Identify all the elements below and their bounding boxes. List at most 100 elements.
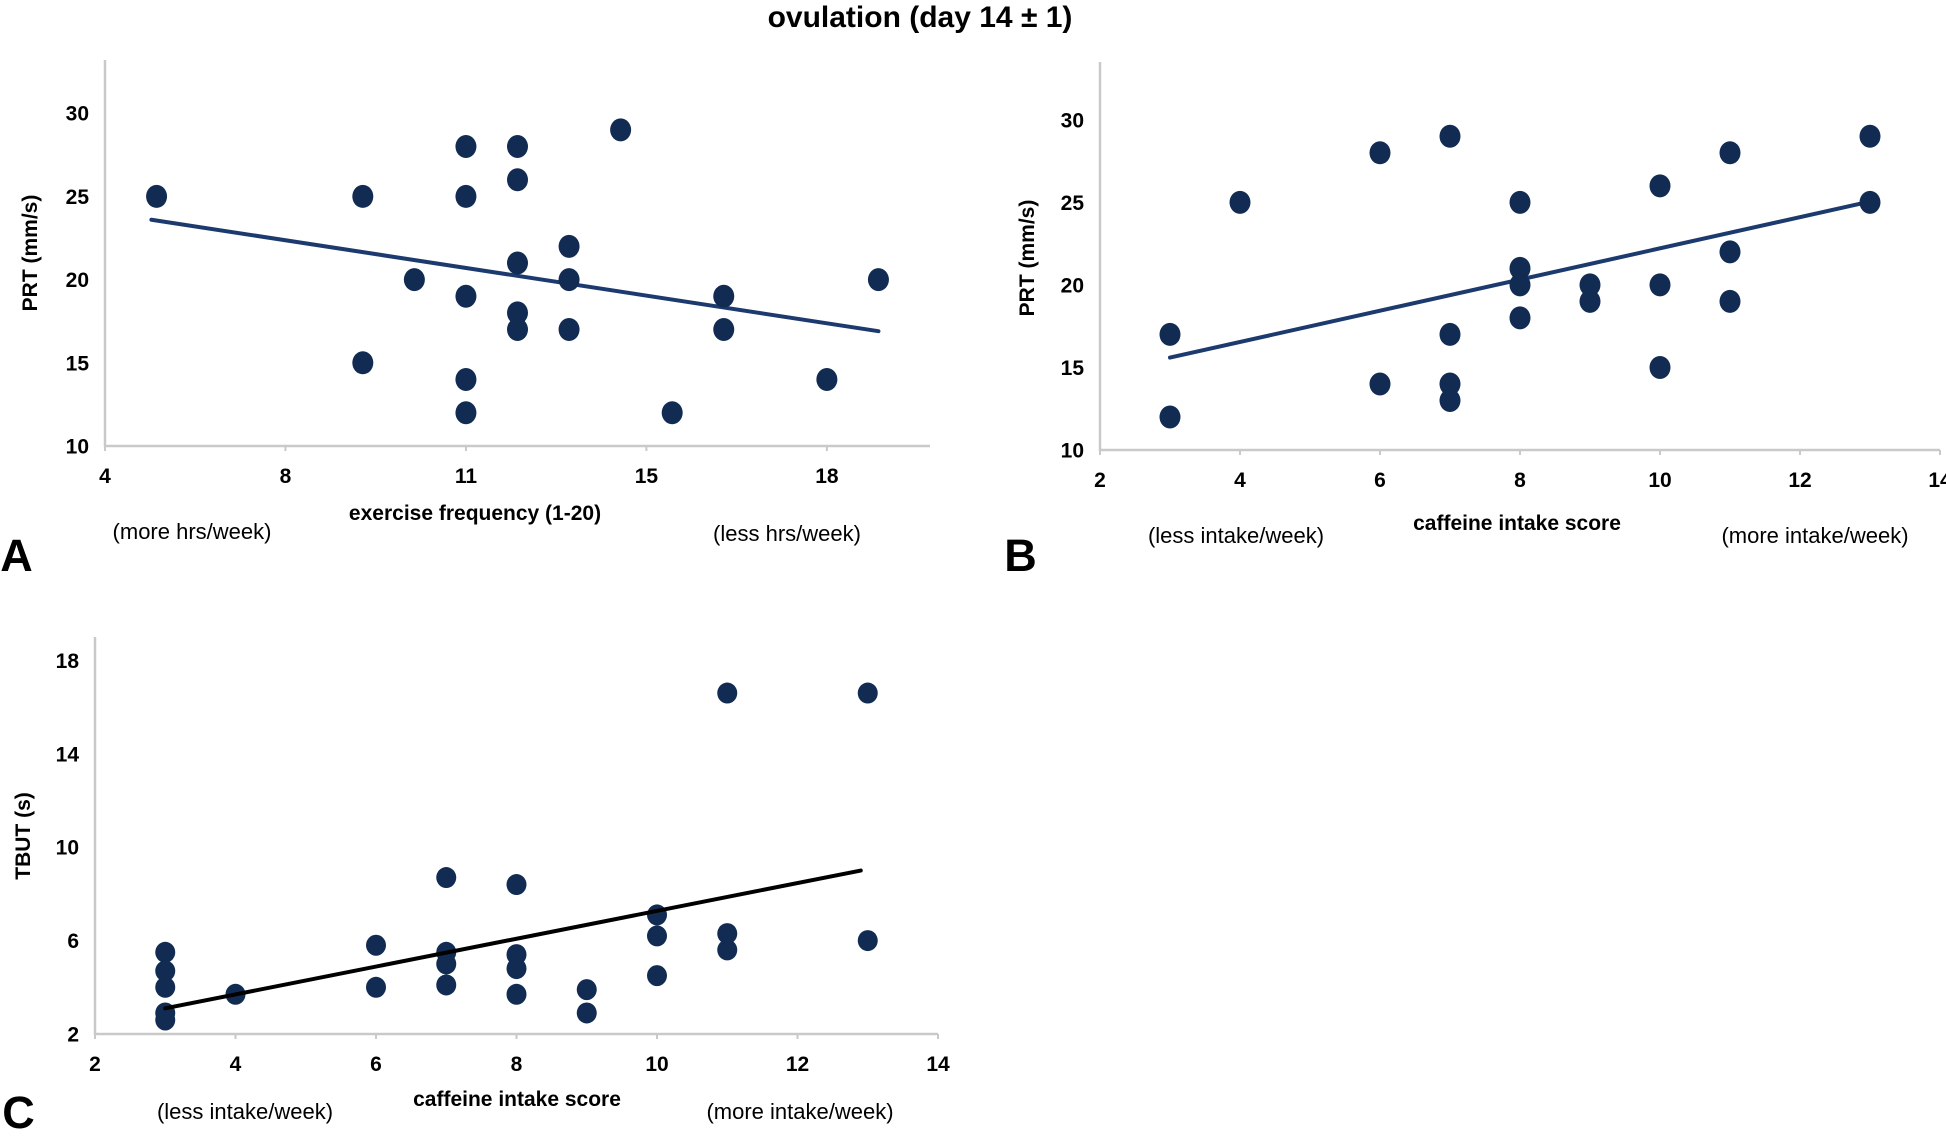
data-point <box>857 682 878 704</box>
x-tick-label: 8 <box>280 465 292 488</box>
figure-title: ovulation (day 14 ± 1) <box>767 1 1073 34</box>
x-tick-label: 12 <box>786 1053 809 1076</box>
data-point <box>1719 141 1741 165</box>
x-tick-label: 2 <box>1094 469 1106 492</box>
data-point <box>1439 322 1461 346</box>
y-tick-label: 10 <box>66 436 89 459</box>
x-tick-label: 15 <box>635 465 659 488</box>
data-point <box>1509 306 1531 330</box>
data-point <box>507 251 528 275</box>
panel-c-y-axis-title: TBUT (s) <box>12 792 35 880</box>
panel-a-right-annotation: (less hrs/week) <box>713 521 861 546</box>
data-point <box>507 135 528 159</box>
x-tick-label: 14 <box>926 1053 950 1076</box>
x-tick-label: 10 <box>1648 469 1671 492</box>
panel-b-x-axis-title: caffeine intake score <box>1413 512 1621 535</box>
data-point <box>352 184 374 208</box>
data-point <box>403 268 425 292</box>
data-point <box>506 958 527 980</box>
data-point <box>155 976 176 998</box>
data-point <box>1509 273 1531 297</box>
data-point <box>455 401 477 425</box>
data-point <box>455 284 477 308</box>
x-tick-label: 11 <box>455 465 478 488</box>
data-point <box>717 682 738 704</box>
data-point <box>576 979 597 1001</box>
x-tick-label: 8 <box>511 1053 523 1076</box>
x-tick-label: 18 <box>815 465 839 488</box>
data-point <box>1439 388 1461 412</box>
data-point <box>661 401 683 425</box>
data-point <box>436 974 457 996</box>
data-point <box>1369 372 1391 396</box>
data-point <box>507 301 528 325</box>
data-point <box>1719 289 1741 313</box>
y-tick-label: 10 <box>1061 440 1084 463</box>
x-tick-label: 4 <box>230 1053 242 1076</box>
panel-letter-c: C <box>2 1087 34 1138</box>
panel-b-left-annotation: (less intake/week) <box>1147 523 1325 548</box>
data-point <box>455 135 477 159</box>
data-point <box>1579 273 1601 297</box>
x-tick-label: 12 <box>1788 469 1811 492</box>
y-tick-label: 20 <box>1061 274 1084 297</box>
y-tick-label: 15 <box>66 352 90 375</box>
data-point <box>1159 322 1181 346</box>
data-point <box>507 318 528 342</box>
y-tick-label: 15 <box>1061 357 1085 380</box>
data-point <box>506 874 527 896</box>
panel-c-x-axis-title: caffeine intake score <box>413 1088 621 1111</box>
y-tick-label: 30 <box>1061 109 1084 132</box>
trendline <box>149 217 881 334</box>
data-point <box>1649 355 1671 379</box>
data-point <box>436 953 457 975</box>
panel-a-left-annotation: (more hrs/week) <box>112 519 272 544</box>
data-point <box>857 930 878 952</box>
panel-a-y-axis-title: PRT (mm/s) <box>19 194 42 312</box>
data-point <box>717 939 738 961</box>
data-point <box>146 184 168 208</box>
panel-c-left-annotation: (less intake/week) <box>156 1099 334 1124</box>
y-tick-label: 25 <box>66 186 90 209</box>
panel-b-right-annotation: (more intake/week) <box>1721 523 1909 548</box>
data-point <box>713 284 735 308</box>
y-tick-label: 14 <box>56 743 80 766</box>
data-point <box>366 976 386 998</box>
data-point <box>1649 273 1671 297</box>
y-tick-label: 6 <box>67 930 79 953</box>
data-point <box>717 923 738 945</box>
x-tick-label: 2 <box>89 1053 101 1076</box>
x-tick-label: 6 <box>370 1053 382 1076</box>
data-point <box>713 318 735 342</box>
data-point <box>455 184 477 208</box>
data-point <box>647 925 667 947</box>
data-point <box>558 234 580 258</box>
data-point <box>867 268 889 292</box>
x-tick-label: 10 <box>645 1053 668 1076</box>
data-point <box>1719 240 1741 264</box>
data-point <box>506 983 527 1005</box>
data-point <box>558 318 580 342</box>
data-point <box>1859 124 1881 148</box>
panel-C: 2 4 6 8 10 12 14 2 6 10 14 18 <box>56 637 950 1076</box>
data-point <box>576 1002 597 1024</box>
x-tick-label: 4 <box>99 465 111 488</box>
x-tick-label: 8 <box>1514 469 1526 492</box>
data-point <box>1579 289 1601 313</box>
data-point <box>1439 124 1461 148</box>
data-point <box>1229 190 1251 214</box>
data-point <box>1439 372 1461 396</box>
x-tick-label: 6 <box>1374 469 1386 492</box>
y-tick-label: 30 <box>66 103 89 126</box>
y-tick-label: 25 <box>1061 192 1085 215</box>
data-point <box>436 867 457 889</box>
data-point <box>1369 141 1391 165</box>
panel-a-x-axis-title: exercise frequency (1-20) <box>348 502 602 525</box>
x-tick-label: 14 <box>1928 469 1946 492</box>
data-point <box>155 960 176 982</box>
trendline <box>163 868 863 1011</box>
panel-c-right-annotation: (more intake/week) <box>706 1099 894 1124</box>
data-point <box>1859 190 1881 214</box>
